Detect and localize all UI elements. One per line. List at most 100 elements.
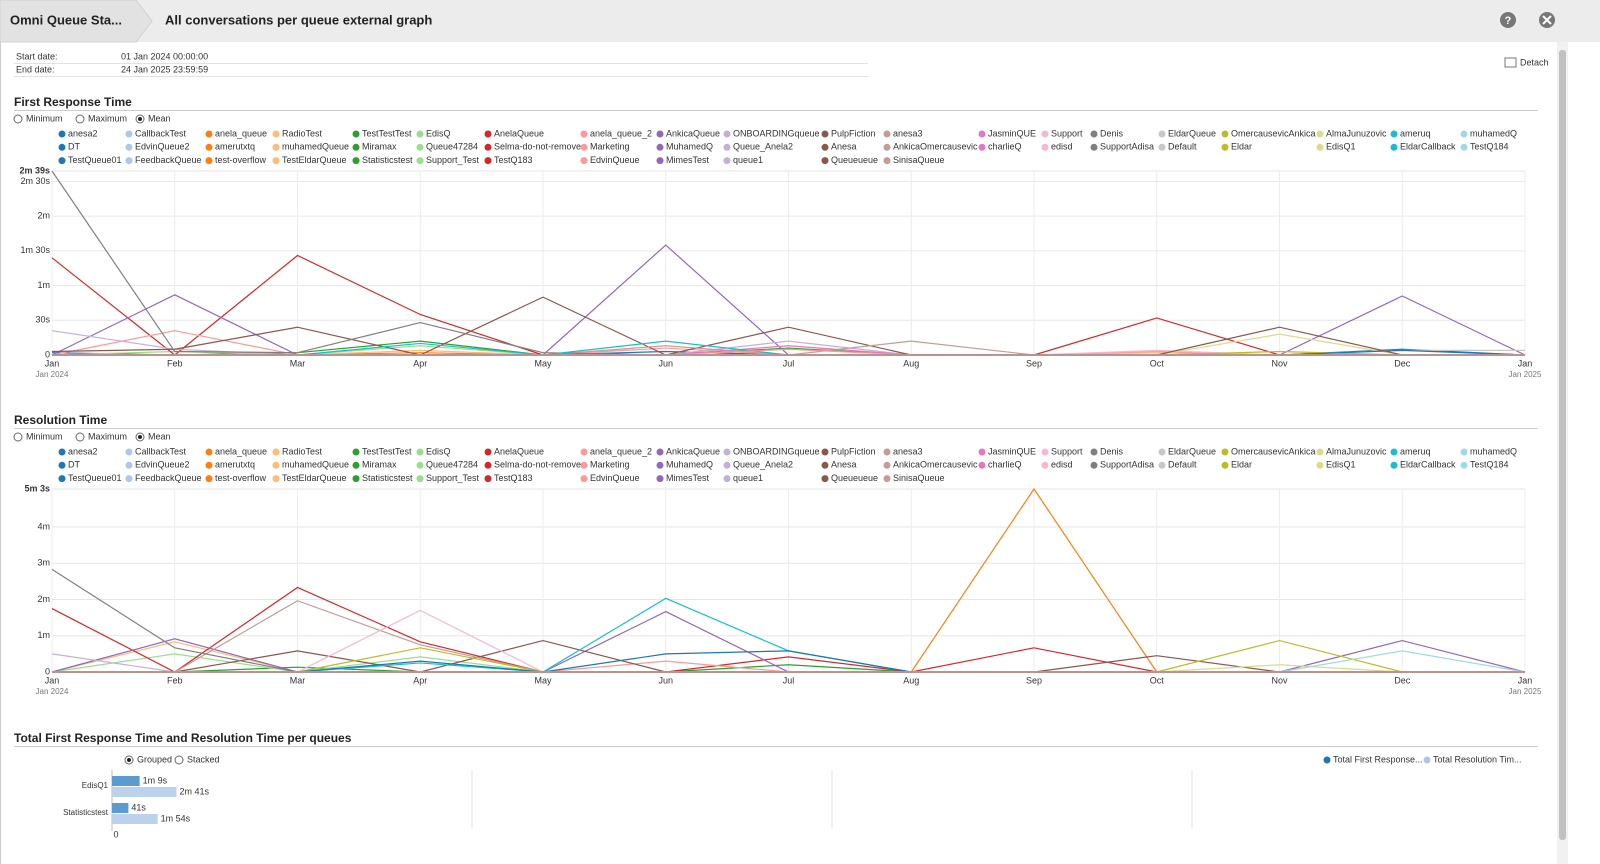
legend-swatch[interactable] [821, 461, 829, 469]
legend-swatch[interactable] [1158, 130, 1166, 138]
legend-label[interactable]: SupportAdisa [1100, 142, 1154, 152]
bar[interactable] [112, 803, 129, 813]
legend-swatch[interactable] [580, 157, 588, 165]
legend-swatch[interactable] [1041, 143, 1049, 151]
legend-label[interactable]: edisd [1051, 142, 1073, 152]
legend-label[interactable]: Selma-do-not-remove [494, 142, 581, 152]
legend-swatch[interactable] [205, 130, 213, 138]
legend-label[interactable]: muhamedQueue [282, 460, 349, 470]
legend-label[interactable]: AnelaQueue [494, 128, 544, 138]
legend-label[interactable]: Statisticstest [362, 155, 413, 165]
legend-swatch[interactable] [723, 475, 731, 483]
radio-label[interactable]: Minimum [26, 431, 63, 441]
legend-swatch[interactable] [1460, 143, 1468, 151]
legend-swatch[interactable] [1390, 130, 1398, 138]
legend-label[interactable]: ONBOARDINGqueue [733, 128, 820, 138]
legend-swatch[interactable] [1090, 143, 1098, 151]
legend-label[interactable]: Anesa [831, 460, 857, 470]
legend-swatch[interactable] [1390, 143, 1398, 151]
legend-label[interactable]: Selma-do-not-remove [494, 460, 581, 470]
legend-label[interactable]: ameruq [1400, 128, 1431, 138]
legend-swatch[interactable] [1423, 756, 1431, 764]
legend-label[interactable]: TestEldarQueue [282, 473, 347, 483]
legend-swatch[interactable] [883, 461, 891, 469]
legend-swatch[interactable] [125, 461, 133, 469]
detach-button[interactable]: Detach [1520, 57, 1549, 67]
legend-swatch[interactable] [821, 130, 829, 138]
legend-label[interactable]: Queue_Anela2 [733, 460, 793, 470]
legend-label[interactable]: charlieQ [988, 142, 1022, 152]
legend-label[interactable]: Miramax [362, 460, 397, 470]
legend-swatch[interactable] [580, 475, 588, 483]
legend-swatch[interactable] [656, 130, 664, 138]
breadcrumb[interactable]: Omni Queue Sta... [10, 12, 122, 27]
legend-label[interactable]: Denis [1100, 446, 1124, 456]
legend-label[interactable]: SinisaQueue [893, 473, 945, 483]
legend-swatch[interactable] [580, 448, 588, 456]
legend-label[interactable]: test-overflow [215, 473, 267, 483]
legend-swatch[interactable] [821, 143, 829, 151]
legend-label[interactable]: muhamedQ [1470, 446, 1517, 456]
legend-swatch[interactable] [1090, 448, 1098, 456]
legend-label[interactable]: EdisQ [426, 128, 451, 138]
legend-swatch[interactable] [1316, 461, 1324, 469]
legend-label[interactable]: Anesa [831, 142, 857, 152]
legend-swatch[interactable] [978, 448, 986, 456]
legend-swatch[interactable] [205, 143, 213, 151]
legend-label[interactable]: FeedbackQueue [135, 473, 202, 483]
legend-swatch[interactable] [352, 157, 360, 165]
legend-label[interactable]: AlmaJunuzovic [1326, 128, 1387, 138]
legend-swatch[interactable] [580, 461, 588, 469]
legend-label[interactable]: anesa2 [68, 446, 98, 456]
legend-label[interactable]: FeedbackQueue [135, 155, 202, 165]
help-icon[interactable] [1500, 12, 1516, 28]
legend-swatch[interactable] [416, 157, 424, 165]
legend-label[interactable]: RadioTest [282, 446, 323, 456]
radio-label[interactable]: Grouped [137, 754, 172, 764]
legend-swatch[interactable] [272, 448, 280, 456]
radio-label[interactable]: Maximum [88, 431, 127, 441]
legend-label[interactable]: Queueueue [831, 155, 878, 165]
legend-swatch[interactable] [205, 157, 213, 165]
legend-swatch[interactable] [272, 143, 280, 151]
legend-label[interactable]: ONBOARDINGqueue [733, 446, 820, 456]
bar[interactable] [112, 776, 140, 786]
legend-swatch[interactable] [723, 130, 731, 138]
legend-label[interactable]: PulpFiction [831, 128, 876, 138]
legend-swatch[interactable] [1158, 143, 1166, 151]
legend-label[interactable]: JasminQUE [988, 446, 1036, 456]
legend-swatch[interactable] [1316, 143, 1324, 151]
legend-label[interactable]: TestQ183 [494, 155, 533, 165]
legend-swatch[interactable] [1323, 756, 1331, 764]
legend-label[interactable]: MuhamedQ [666, 142, 713, 152]
legend-label[interactable]: EldarCallback [1400, 460, 1456, 470]
legend-label[interactable]: ameruq [1400, 446, 1431, 456]
legend-swatch[interactable] [723, 157, 731, 165]
legend-label[interactable]: Support [1051, 128, 1083, 138]
legend-swatch[interactable] [723, 461, 731, 469]
legend-swatch[interactable] [978, 130, 986, 138]
radio-label[interactable]: Minimum [26, 113, 63, 123]
legend-swatch[interactable] [1460, 461, 1468, 469]
legend-label[interactable]: Support_Test [426, 155, 480, 165]
legend-swatch[interactable] [1158, 448, 1166, 456]
legend-label[interactable]: TestTestTest [362, 446, 412, 456]
legend-swatch[interactable] [723, 448, 731, 456]
legend-swatch[interactable] [416, 448, 424, 456]
legend-label[interactable]: Default [1168, 460, 1197, 470]
legend-label[interactable]: Queueueue [831, 473, 878, 483]
legend-swatch[interactable] [1221, 448, 1229, 456]
legend-swatch[interactable] [1316, 130, 1324, 138]
legend-swatch[interactable] [416, 461, 424, 469]
legend-label[interactable]: MimesTest [666, 473, 710, 483]
legend-swatch[interactable] [352, 475, 360, 483]
legend-label[interactable]: edisd [1051, 460, 1073, 470]
legend-label[interactable]: TestQueue01 [68, 473, 122, 483]
legend-label[interactable]: EdvinQueue [590, 473, 640, 483]
radio-label[interactable]: Maximum [88, 113, 127, 123]
legend-swatch[interactable] [484, 130, 492, 138]
radio[interactable] [174, 755, 184, 765]
legend-label[interactable]: muhamedQueue [282, 142, 349, 152]
legend-label[interactable]: Total Resolution Tim... [1433, 754, 1522, 764]
legend-label[interactable]: Queue_Anela2 [733, 142, 793, 152]
